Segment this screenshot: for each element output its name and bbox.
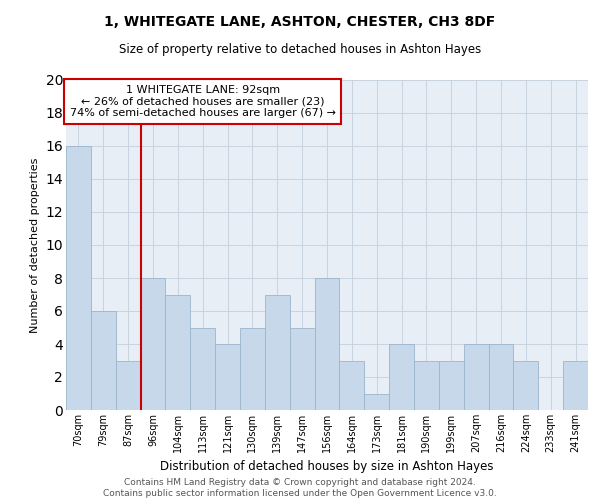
Text: 1 WHITEGATE LANE: 92sqm
← 26% of detached houses are smaller (23)
74% of semi-de: 1 WHITEGATE LANE: 92sqm ← 26% of detache…	[70, 85, 336, 118]
Bar	[116, 360, 140, 410]
Text: Contains HM Land Registry data © Crown copyright and database right 2024.
Contai: Contains HM Land Registry data © Crown c…	[103, 478, 497, 498]
Bar	[166, 294, 190, 410]
Bar	[414, 360, 439, 410]
Bar	[140, 278, 166, 410]
Text: Size of property relative to detached houses in Ashton Hayes: Size of property relative to detached ho…	[119, 42, 481, 56]
Bar	[464, 344, 488, 410]
Bar	[66, 146, 91, 410]
Bar	[290, 328, 314, 410]
Y-axis label: Number of detached properties: Number of detached properties	[30, 158, 40, 332]
Bar	[563, 360, 588, 410]
Bar	[215, 344, 240, 410]
Bar	[91, 311, 116, 410]
Bar	[265, 294, 290, 410]
Bar	[340, 360, 364, 410]
X-axis label: Distribution of detached houses by size in Ashton Hayes: Distribution of detached houses by size …	[160, 460, 494, 473]
Bar	[364, 394, 389, 410]
Bar	[439, 360, 464, 410]
Bar	[514, 360, 538, 410]
Text: 1, WHITEGATE LANE, ASHTON, CHESTER, CH3 8DF: 1, WHITEGATE LANE, ASHTON, CHESTER, CH3 …	[104, 15, 496, 29]
Bar	[240, 328, 265, 410]
Bar	[314, 278, 340, 410]
Bar	[190, 328, 215, 410]
Bar	[389, 344, 414, 410]
Bar	[488, 344, 514, 410]
